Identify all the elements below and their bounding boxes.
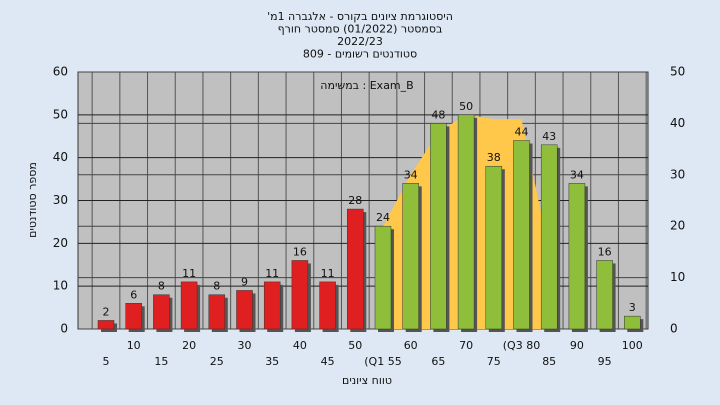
bar [125, 303, 142, 330]
data-label: 8 [213, 280, 220, 293]
bar [97, 320, 115, 330]
data-label: 38 [487, 151, 501, 164]
data-label: 16 [293, 245, 307, 258]
y-tick-label: 20 [53, 236, 68, 250]
bar [319, 281, 336, 330]
x-tick-label: (Q1 55 [364, 355, 401, 368]
chart-title: היסטוגרמת ציונים בקורס - אלגברה 1מ' [267, 10, 453, 23]
y2-tick-label: 50 [670, 65, 685, 79]
x-tick-label: 100 [622, 339, 643, 352]
bar [513, 140, 530, 330]
data-label: 43 [542, 130, 556, 143]
bar [568, 183, 586, 330]
x-tick-label: 30 [238, 339, 252, 352]
bar [596, 260, 613, 330]
y-tick-label: 10 [53, 279, 68, 293]
bar [347, 208, 364, 330]
data-label: 50 [459, 100, 473, 113]
chart-title: בסמסטר (01/2022) סמסטר חורף [278, 23, 443, 36]
bar [540, 144, 558, 330]
bar [374, 225, 392, 330]
x-axis-label: טווח ציונים [342, 374, 392, 387]
y2-tick-label: 20 [670, 219, 685, 233]
x-tick-label: 40 [293, 339, 307, 352]
bar [236, 290, 253, 330]
data-label: 11 [182, 267, 196, 280]
y2-tick-label: 10 [670, 270, 685, 284]
x-tick-label: 45 [321, 355, 335, 368]
x-tick-label: 85 [542, 355, 556, 368]
x-tick-label: 70 [459, 339, 473, 352]
x-tick-label: 90 [570, 339, 584, 352]
data-label: 34 [404, 168, 418, 181]
x-tick-label: 5 [103, 355, 110, 368]
chart-title: 2022/23 [337, 35, 383, 48]
data-label: 2 [103, 305, 110, 318]
data-label: 11 [321, 267, 335, 280]
bar [263, 281, 281, 330]
y-tick-label: 60 [53, 65, 68, 79]
annotation: Exam_B : במשימה [320, 79, 413, 92]
y2-tick-label: 30 [670, 167, 685, 181]
x-tick-label: 50 [348, 339, 362, 352]
bar [485, 165, 503, 330]
data-label: 11 [265, 267, 279, 280]
data-label: 3 [629, 301, 636, 314]
bar [291, 260, 309, 330]
y-tick-label: 50 [53, 107, 68, 121]
x-tick-label: 15 [154, 355, 168, 368]
data-label: 24 [376, 211, 390, 224]
bar [402, 183, 419, 330]
bar [153, 294, 170, 330]
x-tick-label: 75 [487, 355, 501, 368]
data-label: 28 [348, 194, 362, 207]
x-tick-label: 20 [182, 339, 196, 352]
bar [457, 114, 475, 330]
y-tick-label: 0 [60, 322, 68, 336]
data-label: 8 [158, 280, 165, 293]
data-label: 48 [431, 108, 445, 121]
y-tick-label: 30 [53, 193, 68, 207]
y-axis-label: מספר סטודנטים [26, 162, 39, 238]
y2-tick-label: 40 [670, 116, 685, 130]
x-tick-label: 25 [210, 355, 224, 368]
y-tick-label: 40 [53, 150, 68, 164]
x-tick-label: 10 [127, 339, 141, 352]
data-label: 34 [570, 168, 584, 181]
bar [180, 281, 198, 330]
bar [430, 123, 447, 330]
x-tick-label: 65 [431, 355, 445, 368]
data-label: 44 [515, 126, 529, 139]
data-label: 16 [598, 245, 612, 258]
data-label: 6 [130, 288, 137, 301]
bar [624, 315, 641, 330]
x-tick-label: 60 [404, 339, 418, 352]
x-tick-label: 35 [265, 355, 279, 368]
data-label: 9 [241, 275, 248, 288]
y2-tick-label: 0 [670, 322, 678, 336]
chart-title: סטודנטים רשומים - 809 [303, 48, 417, 61]
bar [208, 294, 226, 330]
x-tick-label: (Q3 80 [503, 339, 540, 352]
x-tick-label: 95 [598, 355, 612, 368]
